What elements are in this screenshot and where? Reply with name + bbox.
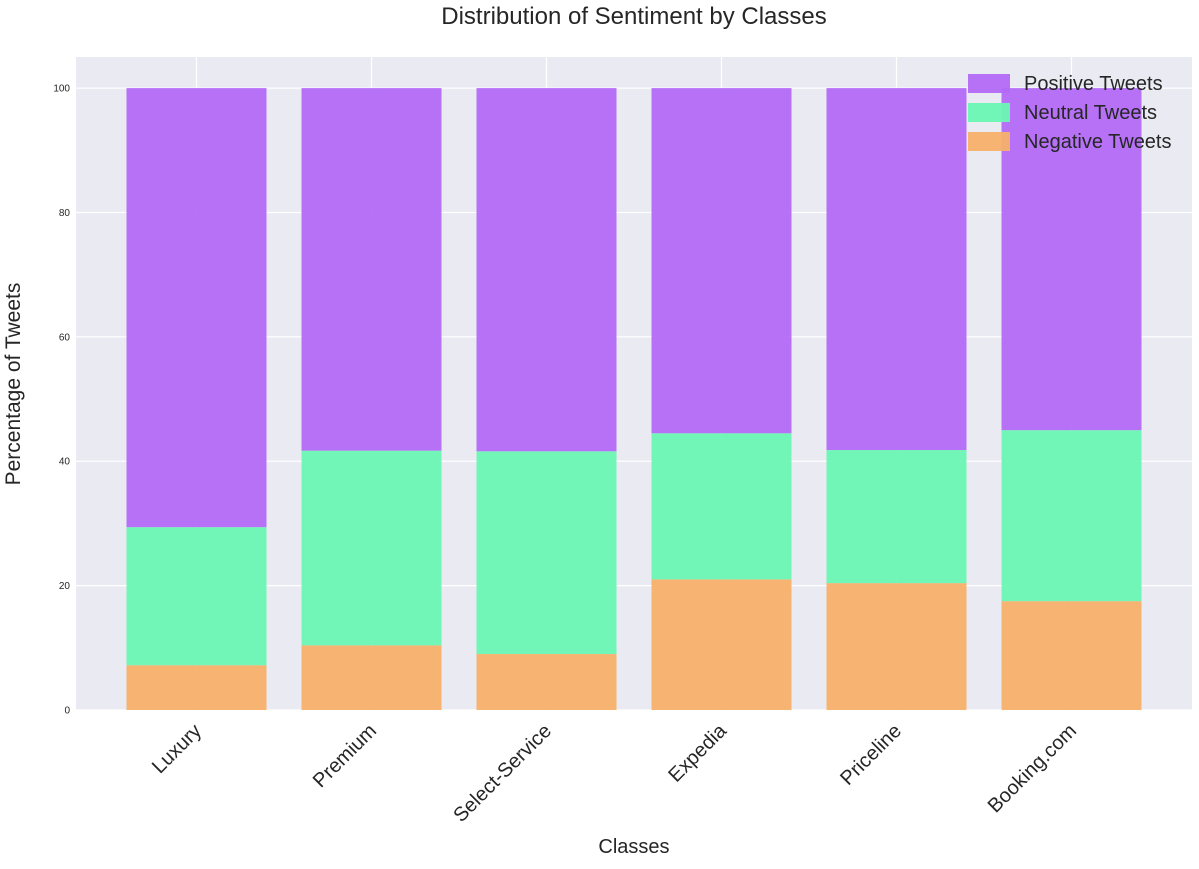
bar-neutral-tweets	[126, 527, 267, 666]
legend-swatch-negative-tweets	[968, 132, 1010, 151]
x-axis-ticks: Luxury Premium Select-Service Expedia Pricel…	[148, 719, 1081, 826]
y-tick-label: 0	[64, 706, 70, 717]
bar-positive-tweets	[301, 88, 442, 451]
y-tick-label: 80	[59, 208, 71, 219]
bar-positive-tweets	[651, 88, 792, 434]
x-tick-label: Luxury	[148, 720, 206, 778]
bar-neutral-tweets	[476, 451, 617, 655]
y-tick-label: 100	[53, 84, 70, 95]
bar-positive-tweets	[1001, 88, 1142, 431]
legend: Positive Tweets Neutral Tweets Negative Tw…	[968, 73, 1172, 153]
bar-neutral-tweets	[301, 450, 442, 646]
bar-negative-tweets	[301, 645, 442, 710]
bar-negative-tweets	[826, 583, 967, 710]
bar-neutral-tweets	[826, 450, 967, 584]
y-axis-ticks: 0 20 40 60 80 100	[53, 84, 70, 717]
y-axis-label: Percentage of Tweets	[2, 283, 25, 486]
bar-positive-tweets	[826, 88, 967, 451]
x-tick-label: Select-Service	[449, 720, 556, 827]
x-tick-label: Expedia	[664, 719, 731, 786]
bar-positive-tweets	[126, 88, 267, 528]
bar-neutral-tweets	[1001, 430, 1142, 602]
bar-negative-tweets	[476, 654, 617, 710]
legend-label-negative-tweets: Negative Tweets	[1024, 131, 1172, 153]
bar-neutral-tweets	[651, 433, 792, 580]
legend-label-positive-tweets: Positive Tweets	[1024, 73, 1163, 95]
y-tick-label: 40	[59, 457, 71, 468]
y-tick-label: 60	[59, 332, 71, 343]
legend-swatch-positive-tweets	[968, 74, 1010, 93]
bar-negative-tweets	[1001, 601, 1142, 710]
legend-label-neutral-tweets: Neutral Tweets	[1024, 102, 1157, 124]
x-tick-label: Premium	[309, 720, 381, 792]
bar-negative-tweets	[651, 579, 792, 710]
x-tick-label: Priceline	[836, 720, 906, 790]
legend-swatch-neutral-tweets	[968, 103, 1010, 122]
bars	[126, 88, 1142, 710]
bar-negative-tweets	[126, 665, 267, 710]
bar-positive-tweets	[476, 88, 617, 452]
x-tick-label: Booking.com	[984, 720, 1081, 817]
chart-title: Distribution of Sentiment by Classes	[441, 3, 827, 30]
y-tick-label: 20	[59, 581, 71, 592]
x-axis-label: Classes	[598, 836, 669, 858]
